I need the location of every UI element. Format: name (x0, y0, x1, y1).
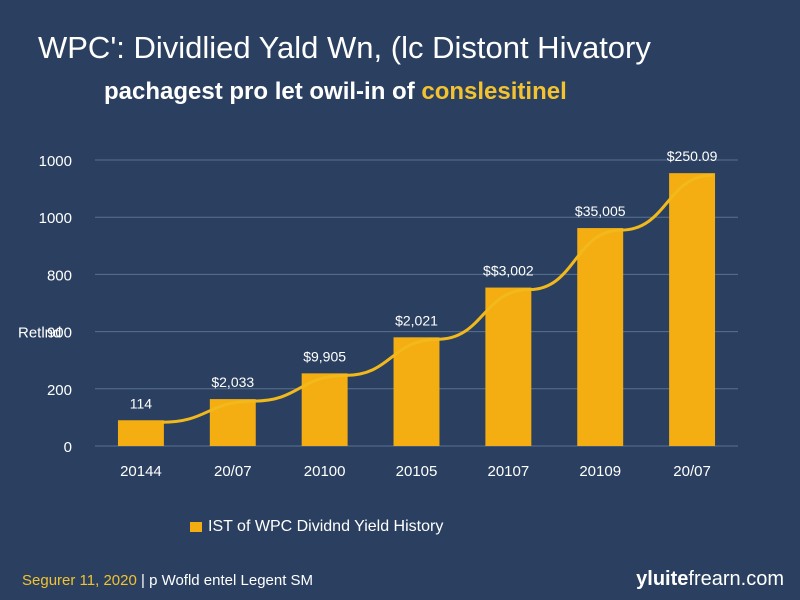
y-axis-label: Retlnd (18, 325, 61, 342)
data-label: 114 (130, 395, 153, 411)
footer-brand: yluitefrearn.com (636, 568, 784, 591)
data-label: $$3,002 (483, 263, 534, 279)
chart-subtitle: pachagest pro let owil-in of conslesitin… (104, 78, 567, 106)
bar (117, 420, 164, 446)
legend-label: IST of WPC Dividnd Yield History (208, 518, 444, 535)
data-label: $35,005 (575, 203, 626, 219)
x-tick-label: 20107 (487, 463, 529, 480)
x-tick-label: 20109 (579, 463, 621, 480)
footer-source-text: p Wofld entel Legent SM (149, 572, 314, 589)
x-tick-label: 20/07 (214, 463, 252, 480)
data-label: $250.09 (667, 148, 718, 164)
x-tick-label: 20144 (120, 463, 162, 480)
footer-source: Segurer 11, 2020 | p Wofld entel Legent … (22, 572, 313, 589)
bar (301, 373, 348, 446)
y-tick-label: 0 (64, 439, 72, 456)
data-label: $2,021 (395, 312, 438, 328)
y-tick-label: 200 (47, 382, 72, 399)
subtitle-highlight: conslesitinel (421, 78, 567, 105)
y-tick-label: 1000 (39, 210, 72, 227)
trend-line (161, 173, 714, 424)
x-tick-label: 20100 (304, 463, 346, 480)
subtitle-main: pachagest pro let owil-in of (104, 78, 422, 105)
bar (393, 337, 440, 446)
chart-title: WPC': Dividlied Yald Wn, (lc Distont Hiv… (38, 30, 651, 65)
footer-date: Segurer 11, 2020 (22, 572, 137, 589)
chart-legend: IST of WPC Dividnd Yield History (190, 518, 443, 536)
bar (485, 287, 532, 446)
y-tick-label: 900 (47, 325, 72, 342)
bar (577, 228, 624, 446)
bar (669, 173, 716, 446)
brand-bold: yluite (636, 568, 689, 590)
data-label: $9,905 (303, 348, 346, 364)
bar (209, 399, 256, 446)
data-label: $2,033 (211, 374, 254, 390)
x-tick-label: 20/07 (673, 463, 711, 480)
y-tick-label: 1000 (39, 153, 72, 170)
footer-separator: | (140, 572, 145, 589)
brand-rest: frearn.com (688, 568, 784, 590)
legend-swatch (190, 522, 202, 532)
x-tick-label: 20105 (396, 463, 438, 480)
y-tick-label: 800 (47, 267, 72, 284)
